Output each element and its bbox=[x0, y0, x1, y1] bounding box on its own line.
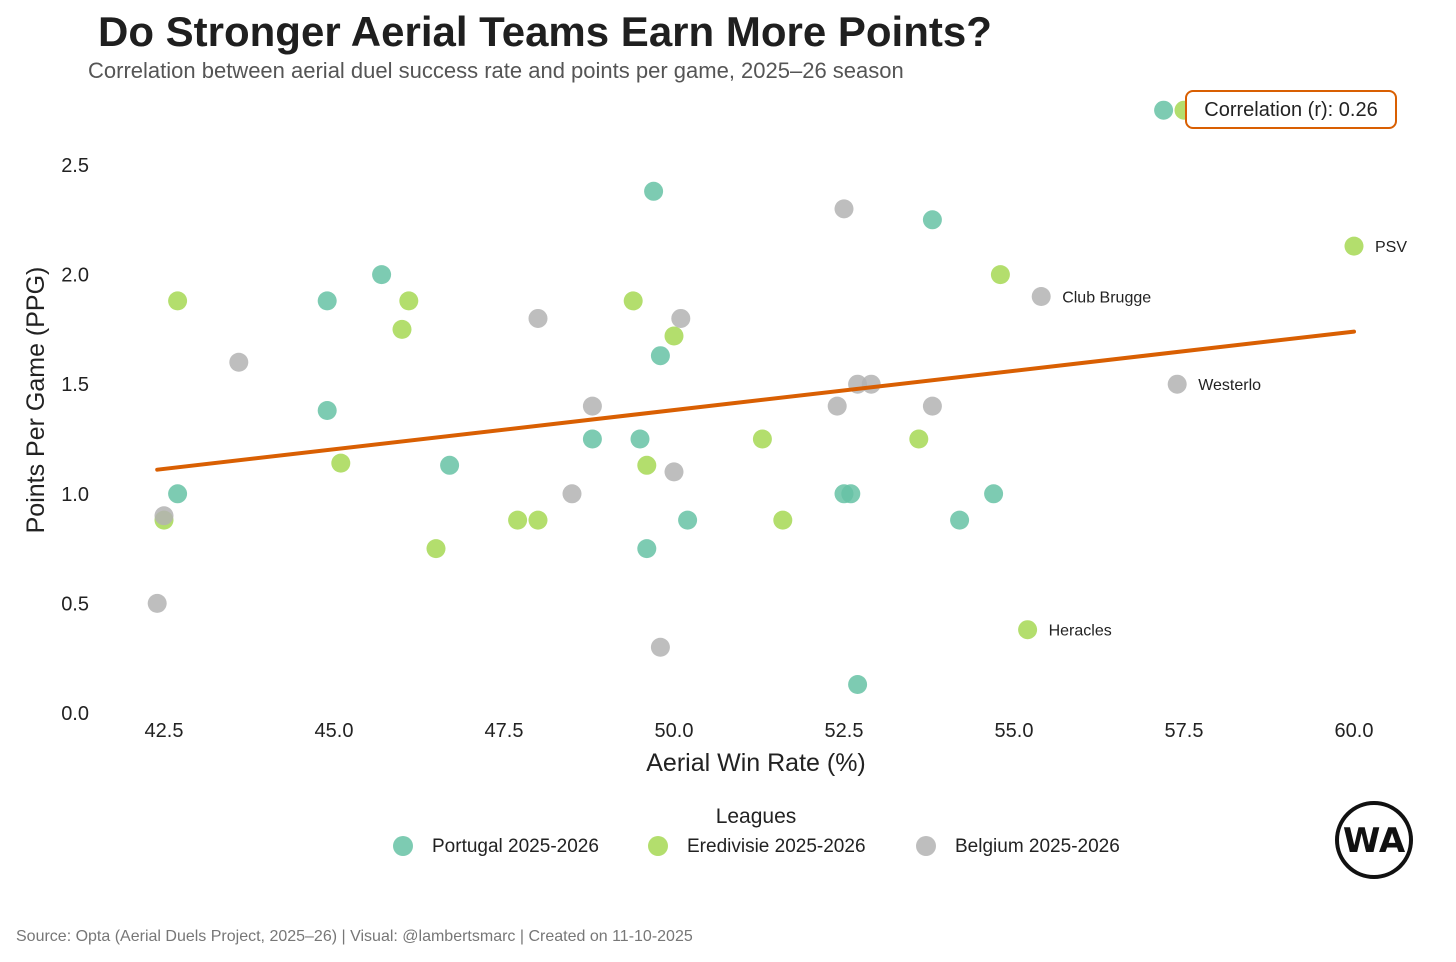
legend-marker bbox=[648, 836, 668, 856]
trend-line bbox=[155, 329, 1356, 472]
data-point bbox=[508, 510, 528, 530]
data-point bbox=[317, 291, 337, 311]
data-point bbox=[426, 539, 446, 559]
data-point bbox=[678, 510, 698, 530]
legend-title: Leagues bbox=[716, 805, 797, 828]
data-point bbox=[372, 265, 392, 285]
data-point bbox=[168, 291, 188, 311]
data-point bbox=[922, 396, 942, 416]
data-point bbox=[637, 455, 657, 475]
y-tick-label: 2.5 bbox=[61, 155, 89, 177]
data-point bbox=[909, 429, 929, 449]
data-point bbox=[528, 308, 548, 328]
data-point bbox=[154, 506, 174, 526]
logo-text: WA bbox=[1343, 821, 1406, 861]
data-point bbox=[950, 510, 970, 530]
legend-label: Eredivisie 2025-2026 bbox=[687, 836, 866, 857]
data-point bbox=[582, 429, 602, 449]
data-point bbox=[392, 319, 412, 339]
data-point bbox=[562, 484, 582, 504]
data-point bbox=[671, 308, 691, 328]
annotation-box bbox=[1185, 90, 1397, 129]
x-tick-label: 42.5 bbox=[145, 720, 184, 742]
chart-subtitle: Correlation between aerial duel success … bbox=[88, 58, 904, 83]
source-note: Source: Opta (Aerial Duels Project, 2025… bbox=[16, 928, 693, 945]
data-point bbox=[1018, 620, 1038, 640]
data-point bbox=[317, 401, 337, 421]
point-label: PSV bbox=[1375, 239, 1407, 256]
wa-logo: WA bbox=[1335, 801, 1413, 879]
x-tick-label: 45.0 bbox=[315, 720, 354, 742]
y-axis-label: Points Per Game (PPG) bbox=[22, 267, 50, 534]
data-point bbox=[168, 484, 188, 504]
x-tick-label: 60.0 bbox=[1335, 720, 1374, 742]
y-tick-label: 0.0 bbox=[61, 703, 89, 725]
point-label: Westerlo bbox=[1198, 377, 1261, 394]
y-tick-label: 0.5 bbox=[61, 593, 89, 615]
legend-label: Portugal 2025-2026 bbox=[432, 836, 599, 857]
data-point bbox=[637, 539, 657, 559]
x-tick-label: 47.5 bbox=[485, 720, 524, 742]
data-point bbox=[752, 429, 772, 449]
x-tick-label: 55.0 bbox=[995, 720, 1034, 742]
x-tick-label: 52.5 bbox=[825, 720, 864, 742]
legend-marker bbox=[916, 836, 936, 856]
data-point bbox=[440, 455, 460, 475]
data-point bbox=[623, 291, 643, 311]
y-tick-label: 1.0 bbox=[61, 484, 89, 506]
data-point bbox=[664, 326, 684, 346]
data-point bbox=[399, 291, 419, 311]
data-point bbox=[841, 484, 861, 504]
data-point bbox=[984, 484, 1004, 504]
data-point bbox=[827, 396, 847, 416]
data-point bbox=[773, 510, 793, 530]
data-point bbox=[664, 462, 684, 482]
legend-label: Belgium 2025-2026 bbox=[955, 836, 1120, 857]
data-point bbox=[1031, 287, 1051, 307]
data-point bbox=[848, 675, 868, 695]
point-label: Heracles bbox=[1049, 623, 1112, 640]
data-point bbox=[1154, 100, 1174, 120]
data-point bbox=[1344, 236, 1364, 256]
x-tick-label: 50.0 bbox=[655, 720, 694, 742]
data-point bbox=[644, 181, 664, 201]
data-point bbox=[630, 429, 650, 449]
y-tick-label: 1.5 bbox=[61, 374, 89, 396]
x-axis-label: Aerial Win Rate (%) bbox=[646, 749, 866, 777]
chart-title: Do Stronger Aerial Teams Earn More Point… bbox=[98, 8, 992, 55]
x-tick-label: 57.5 bbox=[1165, 720, 1204, 742]
data-point bbox=[834, 199, 854, 219]
point-label: Club Brugge bbox=[1062, 290, 1151, 307]
data-point bbox=[582, 396, 602, 416]
data-point bbox=[861, 374, 881, 394]
correlation-annotation: Correlation (r): 0.26 bbox=[1204, 99, 1377, 121]
data-point bbox=[650, 346, 670, 366]
data-point bbox=[528, 510, 548, 530]
legend-marker bbox=[393, 836, 413, 856]
data-point bbox=[147, 593, 167, 613]
y-tick-label: 2.0 bbox=[61, 265, 89, 287]
data-point bbox=[229, 352, 249, 372]
data-point bbox=[331, 453, 351, 473]
data-point bbox=[1167, 374, 1187, 394]
data-point bbox=[990, 265, 1010, 285]
data-point bbox=[650, 637, 670, 657]
data-point bbox=[922, 210, 942, 230]
